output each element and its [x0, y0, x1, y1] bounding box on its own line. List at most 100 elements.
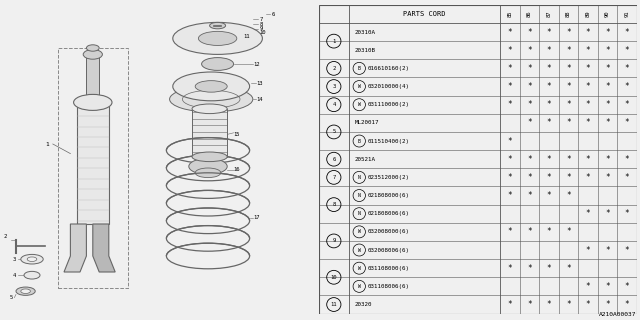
Text: 016610160(2): 016610160(2) [368, 66, 410, 71]
Text: *: * [605, 100, 610, 109]
Text: 86: 86 [527, 11, 532, 17]
Text: *: * [547, 82, 551, 91]
Text: *: * [527, 300, 532, 309]
Text: 032008000(6): 032008000(6) [368, 229, 410, 234]
Text: *: * [508, 264, 512, 273]
Ellipse shape [202, 58, 234, 70]
Text: 5: 5 [332, 130, 335, 134]
Text: 4: 4 [13, 273, 16, 278]
Text: 9: 9 [259, 26, 262, 31]
Text: 20521A: 20521A [355, 157, 376, 162]
Text: *: * [508, 227, 512, 236]
Text: W: W [358, 84, 361, 89]
Text: *: * [527, 82, 532, 91]
Text: 9: 9 [332, 238, 335, 244]
Text: B: B [358, 139, 361, 144]
Text: *: * [547, 46, 551, 55]
Text: 2: 2 [332, 66, 335, 71]
Text: *: * [527, 28, 532, 36]
Text: *: * [527, 100, 532, 109]
Text: B: B [358, 66, 361, 71]
Text: 6: 6 [332, 157, 335, 162]
Text: 20310B: 20310B [355, 48, 376, 53]
Text: *: * [508, 64, 512, 73]
Ellipse shape [20, 254, 44, 264]
Text: *: * [508, 100, 512, 109]
Text: 011510400(2): 011510400(2) [368, 139, 410, 144]
Ellipse shape [210, 22, 226, 29]
Text: *: * [625, 118, 629, 127]
Text: W: W [358, 229, 361, 234]
Text: 023512000(2): 023512000(2) [368, 175, 410, 180]
Text: *: * [625, 155, 629, 164]
Text: *: * [547, 300, 551, 309]
Text: *: * [508, 191, 512, 200]
Text: 90: 90 [605, 11, 610, 17]
Text: 20320: 20320 [355, 302, 372, 307]
Text: ML20017: ML20017 [355, 120, 379, 125]
Ellipse shape [74, 94, 112, 110]
Text: *: * [566, 300, 571, 309]
Text: *: * [586, 118, 590, 127]
Text: 8: 8 [259, 21, 262, 27]
Text: 11: 11 [243, 34, 250, 39]
Text: 3: 3 [13, 257, 16, 262]
Ellipse shape [170, 86, 253, 112]
Text: *: * [605, 155, 610, 164]
Text: *: * [547, 191, 551, 200]
Text: 7: 7 [332, 175, 335, 180]
Ellipse shape [83, 50, 102, 59]
Text: *: * [586, 82, 590, 91]
Text: *: * [605, 118, 610, 127]
Text: *: * [586, 173, 590, 182]
Text: N: N [358, 211, 361, 216]
Text: *: * [508, 82, 512, 91]
Ellipse shape [198, 31, 237, 45]
Text: *: * [566, 82, 571, 91]
Text: *: * [527, 173, 532, 182]
Text: 87: 87 [547, 11, 552, 17]
Text: *: * [566, 227, 571, 236]
Text: N: N [358, 193, 361, 198]
Ellipse shape [16, 287, 35, 295]
Text: *: * [566, 155, 571, 164]
Text: *: * [547, 227, 551, 236]
Ellipse shape [20, 289, 31, 293]
Text: *: * [605, 28, 610, 36]
Text: *: * [586, 209, 590, 218]
Text: *: * [625, 82, 629, 91]
Text: 032008006(6): 032008006(6) [368, 248, 410, 252]
Text: *: * [508, 300, 512, 309]
Ellipse shape [192, 104, 227, 114]
Text: *: * [605, 82, 610, 91]
Text: *: * [566, 100, 571, 109]
Text: *: * [508, 155, 512, 164]
Text: 3: 3 [332, 84, 335, 89]
Text: *: * [566, 173, 571, 182]
Text: *: * [547, 28, 551, 36]
Text: *: * [625, 64, 629, 73]
Polygon shape [93, 224, 115, 272]
Text: *: * [547, 64, 551, 73]
Text: *: * [527, 64, 532, 73]
Text: PARTS CORD: PARTS CORD [403, 11, 445, 17]
Text: *: * [566, 64, 571, 73]
Text: 17: 17 [253, 215, 259, 220]
Text: *: * [586, 64, 590, 73]
Text: W: W [358, 248, 361, 252]
Bar [86, 54, 99, 102]
Ellipse shape [27, 257, 36, 261]
Text: *: * [605, 282, 610, 291]
Text: *: * [625, 245, 629, 254]
Ellipse shape [24, 271, 40, 279]
Ellipse shape [173, 22, 262, 54]
Ellipse shape [173, 72, 250, 101]
Text: *: * [625, 209, 629, 218]
Text: 031108000(6): 031108000(6) [368, 266, 410, 271]
Text: 8: 8 [332, 202, 335, 207]
Text: W: W [358, 266, 361, 271]
Text: *: * [527, 227, 532, 236]
Ellipse shape [195, 168, 221, 178]
Text: *: * [566, 191, 571, 200]
Text: 13: 13 [256, 81, 262, 86]
